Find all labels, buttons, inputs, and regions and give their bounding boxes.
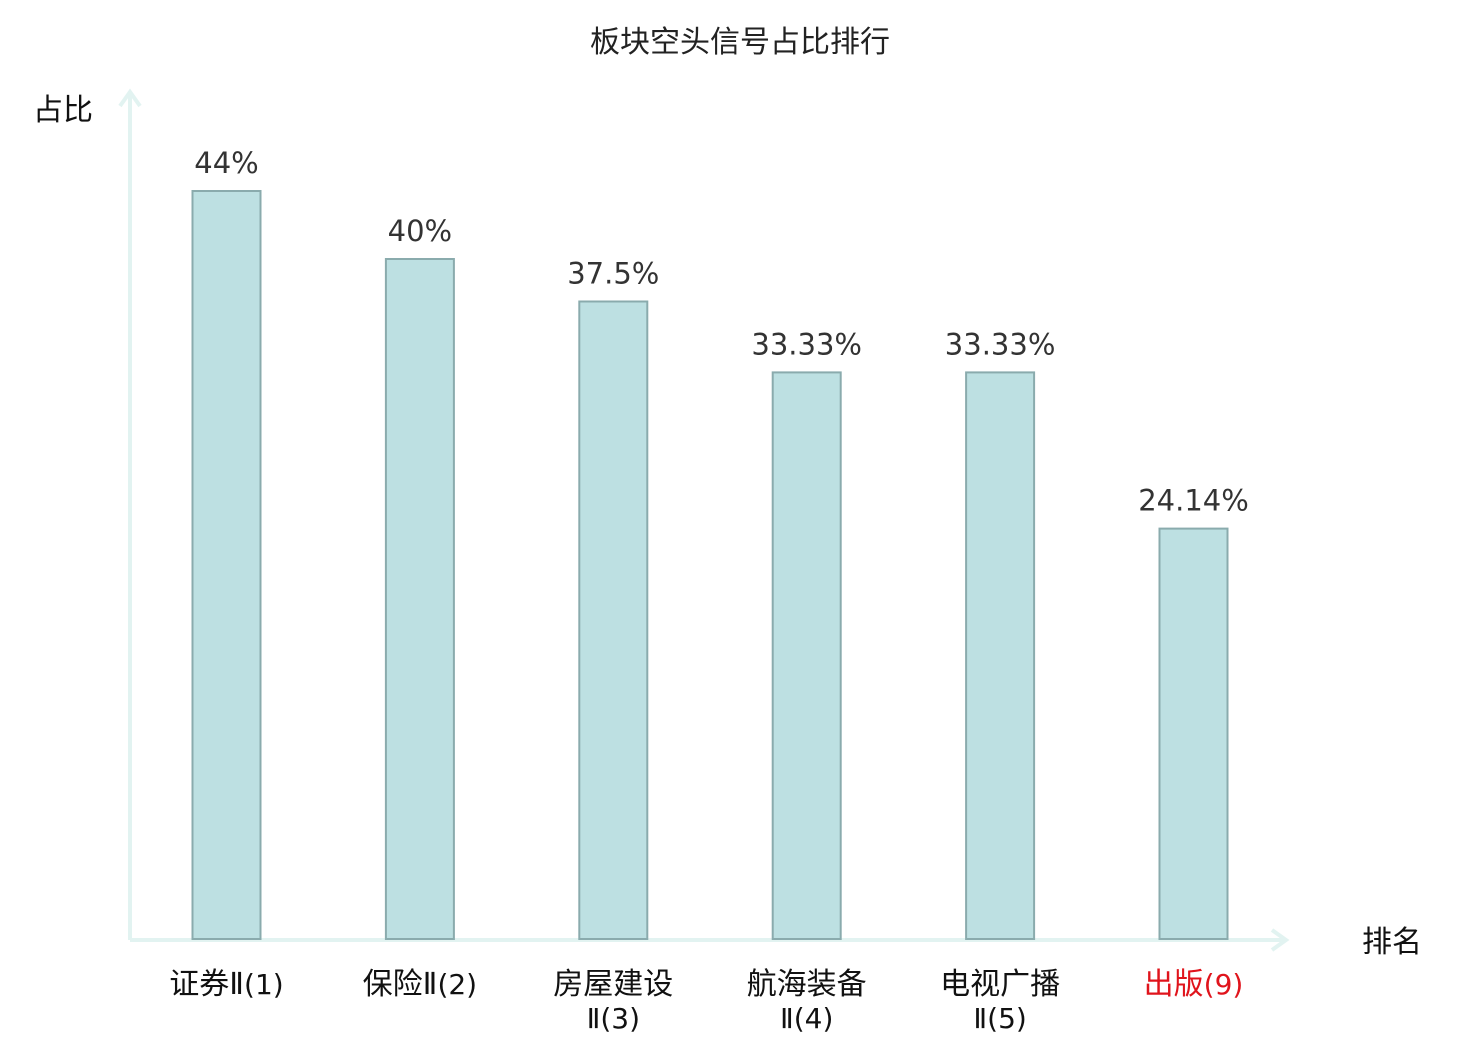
bar-5 (965, 371, 1036, 940)
category-label-2: 保险Ⅱ(2) (363, 967, 477, 1002)
category-rank-3: Ⅱ(3) (587, 1002, 640, 1035)
category-name-4: 航海装备 (747, 967, 867, 1002)
category-name-2: 保险Ⅱ (363, 967, 438, 1002)
category-name-3: 房屋建设 (553, 967, 673, 1002)
bars-group (191, 190, 1229, 940)
x-axis-arrow-icon (1270, 928, 1290, 952)
category-name-1: 证券Ⅱ (169, 967, 244, 1002)
chart-title: 板块空头信号占比排行 (590, 25, 890, 60)
category-rank-5: Ⅱ(5) (973, 1002, 1026, 1035)
category-label-3: 房屋建设 Ⅱ(3) (553, 967, 673, 1035)
value-label-1: 44% (194, 146, 258, 180)
category-name-5: 电视广播 (940, 967, 1060, 1002)
value-labels-group: 44% 40% 37.5% 33.33% 33.33% 24.14% (194, 146, 1249, 518)
category-label-6: 出版(9) (1144, 967, 1244, 1002)
category-rank-6: (9) (1204, 968, 1244, 1001)
value-label-5: 33.33% (945, 327, 1056, 361)
x-axis-title: 排名 (1362, 925, 1422, 960)
value-label-2: 40% (388, 214, 452, 248)
axes (118, 88, 1290, 952)
category-rank-2: (2) (437, 968, 477, 1001)
category-labels-group: 证券Ⅱ(1) 保险Ⅱ(2) 房屋建设 Ⅱ(3) 航海装备 Ⅱ(4) 电视广播 Ⅱ(5) 出版(9… (169, 967, 1243, 1035)
y-axis-title: 占比 (33, 93, 93, 128)
category-label-1: 证券Ⅱ(1) (169, 967, 283, 1002)
bar-1 (191, 190, 262, 940)
bar-2 (384, 258, 455, 940)
value-label-4: 33.33% (751, 327, 862, 361)
y-axis-arrow-icon (118, 88, 142, 108)
category-rank-4: Ⅱ(4) (780, 1002, 833, 1035)
value-label-3: 37.5% (567, 257, 659, 291)
bar-6 (1158, 527, 1229, 940)
category-rank-1: (1) (244, 968, 284, 1001)
category-label-5: 电视广播 Ⅱ(5) (940, 967, 1060, 1035)
value-label-6: 24.14% (1138, 484, 1249, 518)
category-name-6: 出版 (1144, 967, 1204, 1002)
bar-3 (578, 300, 649, 940)
bar-4 (771, 371, 842, 940)
category-label-4: 航海装备 Ⅱ(4) (747, 967, 867, 1035)
